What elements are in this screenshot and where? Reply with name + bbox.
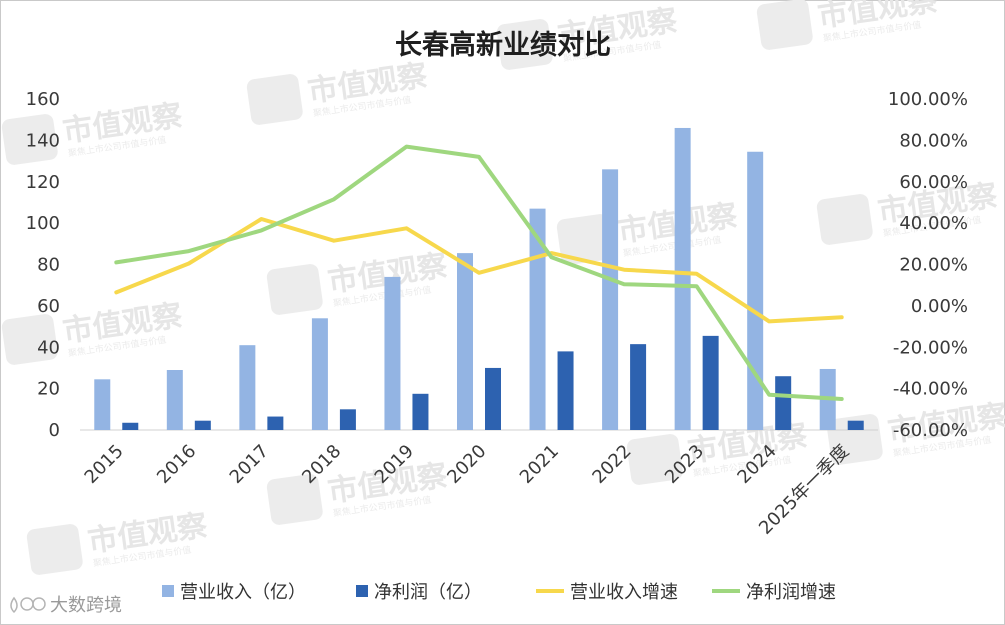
left-y-axis: 0 20 40 60 80 100 120 140 160 (26, 89, 60, 441)
right-y-tick-label: -20.00% (893, 337, 968, 358)
footer-logo-icon (10, 596, 46, 614)
footer-logo: 大数跨境 (10, 595, 122, 616)
left-y-tick-label: 140 (26, 130, 60, 151)
legend-label: 净利润（亿） (374, 582, 482, 603)
footer-logo-text: 大数跨境 (50, 595, 122, 616)
net-profit-bar (557, 351, 574, 430)
net-profit-bar (122, 422, 139, 430)
watermark-layer: 市值观察聚焦上市公司市值与价值市值观察聚焦上市公司市值与价值市值观察聚焦上市公司… (1, 0, 1005, 575)
left-y-tick-label: 20 (37, 379, 60, 400)
revenue-growth-line (114, 217, 844, 324)
revenue-bar (166, 370, 183, 430)
legend-label: 营业收入（亿） (180, 582, 306, 603)
revenue-bar (94, 379, 111, 430)
revenue-bar (674, 127, 691, 431)
legend-label: 营业收入增速 (570, 582, 678, 603)
legend-item: 营业收入增速 (536, 582, 678, 603)
revenue-bar (384, 276, 401, 430)
legend-label: 净利润增速 (746, 582, 836, 603)
left-y-tick-label: 120 (26, 172, 60, 193)
right-y-tick-label: 0.00% (911, 296, 968, 317)
right-y-tick-label: -60.00% (893, 420, 968, 441)
net-profit-bar (702, 335, 719, 430)
net-profit-bar (412, 393, 429, 430)
legend-item: 净利润增速 (712, 582, 836, 603)
right-y-tick-label: 40.00% (899, 213, 968, 234)
left-y-tick-label: 160 (26, 89, 60, 110)
left-y-tick-label: 60 (37, 296, 60, 317)
net-profit-bar (775, 376, 792, 430)
right-y-tick-label: 80.00% (899, 130, 968, 151)
line-series (114, 144, 844, 401)
x-tick-label: 2016 (153, 441, 200, 488)
revenue-bar (311, 318, 328, 430)
net-profit-bar (630, 344, 647, 430)
revenue-bar (457, 253, 473, 430)
legend-item: 营业收入（亿） (162, 582, 306, 603)
left-y-tick-label: 100 (26, 213, 60, 234)
x-tick-label: 2015 (81, 441, 128, 488)
left-y-tick-label: 80 (37, 255, 60, 276)
left-y-tick-label: 0 (49, 420, 60, 441)
right-y-tick-label: 20.00% (899, 255, 968, 276)
legend: 营业收入（亿） 净利润（亿） 营业收入增速 净利润增速 (162, 582, 836, 603)
x-tick-label: 2020 (443, 441, 490, 488)
revenue-bar (602, 169, 619, 430)
x-tick-label: 2021 (516, 441, 563, 488)
right-y-tick-label: 60.00% (899, 172, 968, 193)
right-y-axis: -60.00% -40.00% -20.00% 0.00% 20.00% 40.00% 60… (888, 89, 968, 441)
net-profit-bar (485, 367, 501, 430)
net-profit-growth-line (114, 144, 844, 401)
net-profit-bar (847, 420, 864, 430)
revenue-bar (239, 345, 256, 430)
bar-series (94, 127, 864, 431)
legend-item: 净利润（亿） (356, 582, 482, 603)
right-y-tick-label: 100.00% (888, 89, 968, 110)
legend-swatch (356, 585, 368, 597)
legend-swatch (162, 585, 174, 597)
left-y-tick-label: 40 (37, 337, 60, 358)
revenue-bar (529, 208, 546, 430)
right-y-tick-label: -40.00% (893, 379, 968, 400)
x-tick-label: 2017 (226, 441, 273, 488)
chart-title: 长春高新业绩对比 (395, 29, 611, 61)
net-profit-bar (339, 409, 356, 430)
net-profit-bar (194, 420, 211, 430)
net-profit-bar (267, 416, 284, 430)
revenue-bar (747, 151, 764, 431)
